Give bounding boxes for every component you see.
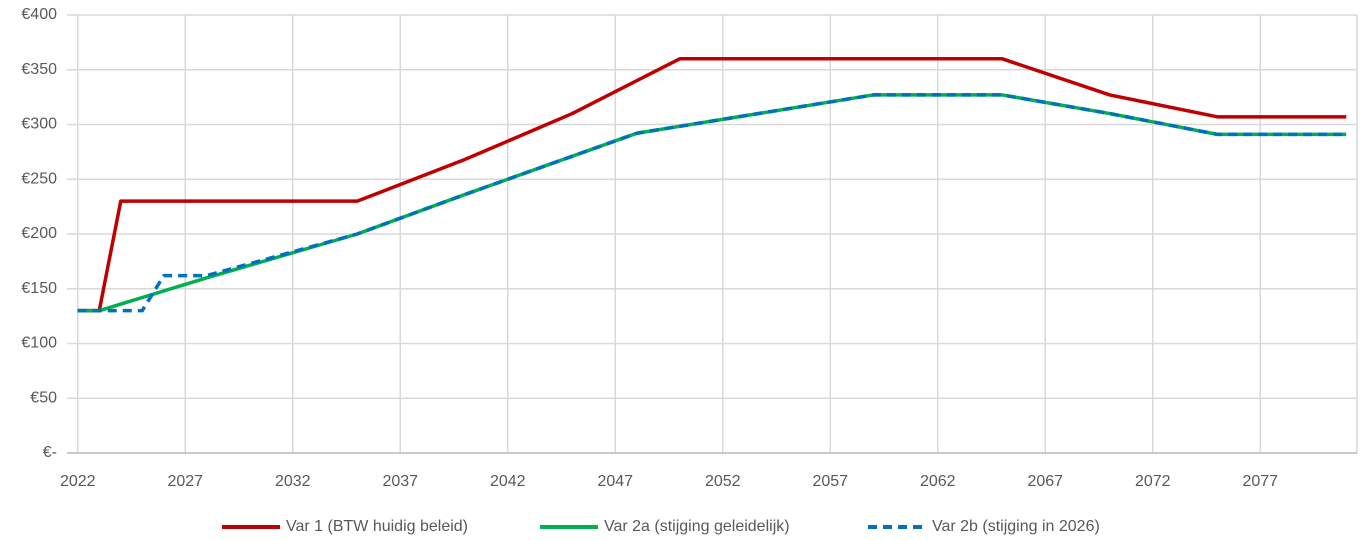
y-tick-label: €250 xyxy=(21,170,57,187)
y-tick-label: €300 xyxy=(21,116,57,133)
x-tick-label: 2072 xyxy=(1135,473,1171,490)
x-tick-label: 2042 xyxy=(490,473,526,490)
line-series xyxy=(77,93,1347,313)
x-tick-label: 2032 xyxy=(275,473,311,490)
y-tick-label: €- xyxy=(43,444,57,461)
y-tick-label: €200 xyxy=(21,225,57,242)
x-tick-label: 2037 xyxy=(382,473,418,490)
legend-label: Var 2b (stijging in 2026) xyxy=(932,518,1100,535)
x-tick-label: 2067 xyxy=(1027,473,1063,490)
y-tick-label: €350 xyxy=(21,61,57,78)
y-tick-label: €100 xyxy=(21,335,57,352)
x-tick-label: 2022 xyxy=(60,473,96,490)
x-tick-label: 2047 xyxy=(597,473,633,490)
x-tick-label: 2027 xyxy=(167,473,203,490)
line-series xyxy=(77,57,1347,313)
y-tick-label: €150 xyxy=(21,280,57,297)
legend-label: Var 1 (BTW huidig beleid) xyxy=(286,518,468,535)
legend-label: Var 2a (stijging geleidelijk) xyxy=(604,518,790,535)
x-tick-label: 2052 xyxy=(705,473,741,490)
x-tick-label: 2062 xyxy=(920,473,956,490)
y-tick-label: €400 xyxy=(21,6,57,23)
x-tick-label: 2057 xyxy=(812,473,848,490)
y-tick-label: €50 xyxy=(30,389,57,406)
x-tick-label: 2077 xyxy=(1242,473,1278,490)
